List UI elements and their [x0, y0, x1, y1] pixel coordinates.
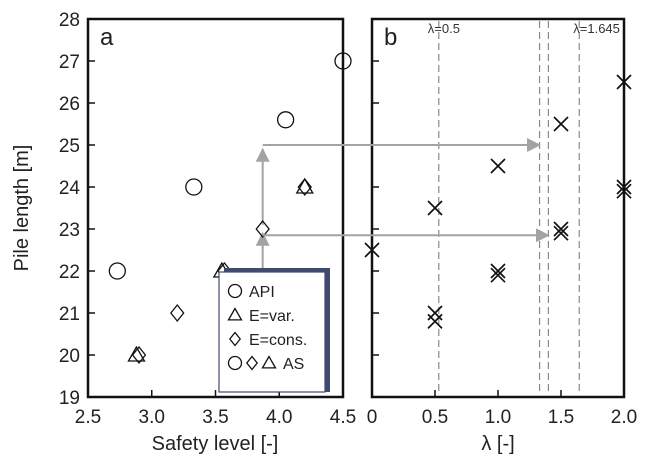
x-tick-label: 3.0 — [139, 407, 165, 428]
legend: API E=var. E=cons. AS — [218, 268, 330, 393]
panel-b-x-ticks: 0 0.5 1.0 1.5 2.0 — [367, 18, 637, 428]
diamond-point — [131, 345, 147, 365]
circle-point — [334, 52, 352, 70]
y-tick-label: 28 — [59, 10, 80, 31]
panel-a: a 19 20 21 22 23 24 25 26 27 28 2.5 3.0 3.5 4.0 4.5 P… — [11, 10, 356, 455]
x-tick-label: 2.0 — [611, 407, 637, 428]
panel-b-reference-lines: λ=0.5 λ=1.645 — [428, 21, 620, 395]
legend-box — [218, 271, 326, 393]
panel-a-label: a — [100, 24, 114, 51]
x-tick-label: 0 — [367, 407, 378, 428]
circle-point — [185, 178, 203, 196]
x-point — [553, 221, 569, 237]
y-tick-label: 20 — [59, 346, 80, 367]
legend-circle-icon — [227, 355, 243, 371]
circle-point — [276, 111, 295, 129]
legend-triangle-icon — [261, 355, 277, 369]
legend-diamond-icon — [228, 331, 242, 347]
x-point — [616, 179, 632, 195]
x-tick-label: 1.0 — [485, 407, 511, 428]
legend-diamond-icon — [245, 355, 259, 371]
panel-b-label: b — [384, 24, 397, 51]
x-point — [616, 74, 632, 90]
diamond-point — [170, 303, 185, 323]
x-point — [364, 242, 380, 258]
panel-b-frame — [370, 17, 626, 399]
legend-triangle-icon — [227, 307, 243, 321]
y-tick-label: 26 — [59, 94, 80, 115]
x-tick-label: 1.5 — [548, 407, 574, 428]
legend-label: E=var. — [249, 308, 295, 325]
circle-point — [108, 262, 126, 280]
x-point — [490, 267, 506, 283]
triangle-point — [127, 345, 146, 362]
reference-line-label: λ=0.5 — [428, 21, 460, 36]
y-tick-label: 23 — [59, 220, 80, 241]
x-point — [490, 158, 506, 174]
panel-a-x-axis-label: Safety level [-] — [152, 433, 279, 455]
panel-b-points — [364, 74, 632, 330]
x-point — [553, 116, 569, 132]
x-point — [490, 263, 506, 279]
reference-line-label: λ=1.645 — [573, 21, 620, 36]
panel-b: b λ=0.5 λ=1.645 0 0.5 1.0 1.5 2.0 λ [-] — [364, 17, 637, 455]
panel-a-y-ticks: 19 20 21 22 23 24 25 26 27 28 — [59, 10, 95, 409]
y-tick-label: 24 — [59, 178, 81, 199]
x-point — [427, 313, 443, 330]
diamond-point — [255, 219, 270, 239]
x-tick-label: 4.0 — [266, 407, 292, 428]
legend-circle-icon — [227, 283, 243, 299]
y-tick-label: 25 — [59, 136, 80, 157]
x-tick-label: 4.5 — [330, 407, 356, 428]
x-tick-label: 2.5 — [75, 407, 101, 428]
y-tick-label: 27 — [59, 52, 80, 73]
x-point — [427, 305, 443, 321]
x-point — [616, 183, 632, 199]
diamond-point — [297, 177, 312, 197]
legend-label: E=cons. — [249, 332, 307, 349]
x-point — [427, 200, 443, 216]
legend-label: AS — [283, 356, 304, 373]
y-tick-label: 22 — [59, 262, 80, 283]
y-tick-label: 21 — [59, 304, 80, 325]
cross-panel-arrows — [262, 138, 550, 243]
legend-label: API — [249, 284, 275, 301]
panel-a-y-axis-label: Pile length [m] — [11, 145, 33, 272]
x-tick-label: 0.5 — [422, 407, 448, 428]
panel-a-x-ticks: 2.5 3.0 3.5 4.0 4.5 — [75, 390, 356, 428]
triangle-point — [295, 177, 314, 194]
panel-b-x-axis-label: λ [-] — [481, 433, 514, 455]
y-tick-label: 19 — [59, 388, 80, 409]
x-point — [553, 225, 569, 241]
x-tick-label: 3.5 — [202, 407, 228, 428]
